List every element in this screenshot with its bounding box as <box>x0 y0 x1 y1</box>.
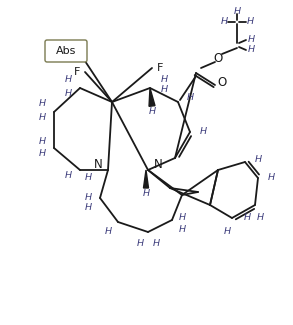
Text: H: H <box>256 214 264 223</box>
Polygon shape <box>144 170 149 188</box>
Polygon shape <box>149 88 155 106</box>
Text: H: H <box>137 240 144 249</box>
Text: H: H <box>234 7 241 17</box>
Text: H: H <box>38 112 46 122</box>
Text: O: O <box>217 76 226 89</box>
Text: H: H <box>64 88 71 98</box>
Text: N: N <box>154 159 162 172</box>
Text: F: F <box>157 63 163 73</box>
Text: H: H <box>178 214 185 223</box>
Text: Abs: Abs <box>56 46 76 56</box>
Text: H: H <box>246 18 253 27</box>
Text: H: H <box>152 240 160 249</box>
Text: H: H <box>161 75 168 84</box>
Text: H: H <box>224 227 231 236</box>
Text: H: H <box>247 46 255 55</box>
Text: N: N <box>94 159 102 172</box>
Text: H: H <box>149 108 156 116</box>
Text: H: H <box>64 172 71 180</box>
Text: H: H <box>254 155 262 164</box>
Text: H: H <box>38 137 46 147</box>
Text: H: H <box>142 189 149 199</box>
Text: H: H <box>84 203 91 213</box>
Text: H: H <box>161 85 168 95</box>
Text: H: H <box>84 193 91 202</box>
Text: H: H <box>220 18 228 27</box>
Text: H: H <box>64 75 71 84</box>
Text: F: F <box>74 67 80 77</box>
Text: H: H <box>38 99 46 109</box>
Text: H: H <box>200 127 207 136</box>
FancyBboxPatch shape <box>45 40 87 62</box>
Text: H: H <box>243 214 251 223</box>
Text: H: H <box>84 174 91 183</box>
Text: H: H <box>186 93 194 101</box>
Text: H: H <box>178 226 185 235</box>
Text: O: O <box>213 51 223 64</box>
Text: H: H <box>38 150 46 159</box>
Text: H: H <box>268 174 275 183</box>
Text: H: H <box>247 35 255 45</box>
Text: H: H <box>104 227 112 237</box>
